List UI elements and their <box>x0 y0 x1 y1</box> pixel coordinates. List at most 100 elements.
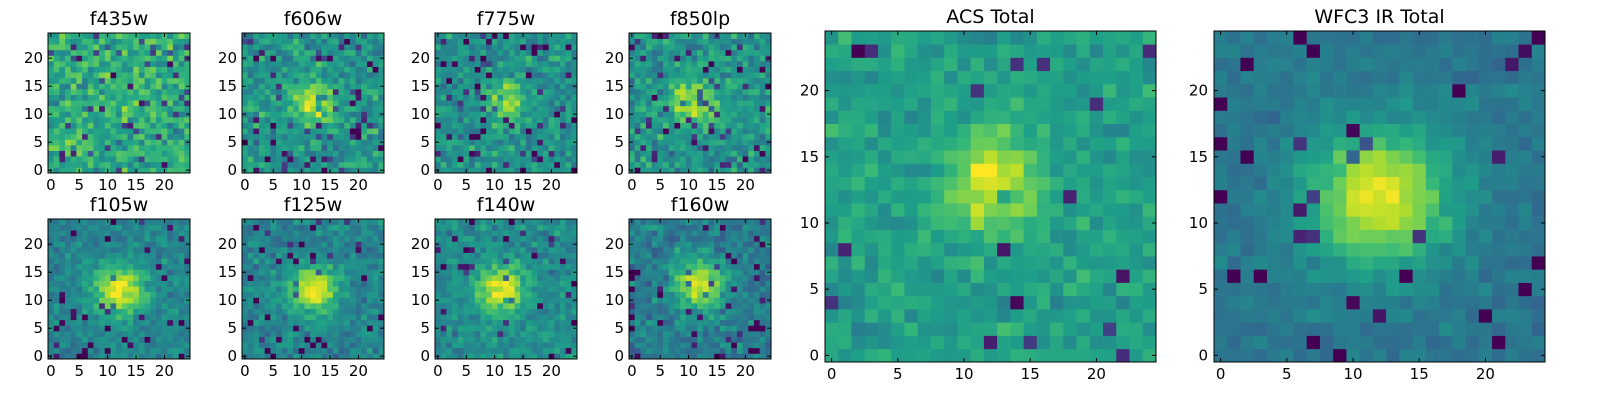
heatmap-cell <box>264 33 271 39</box>
heatmap-cell <box>82 83 89 90</box>
heatmap-cell <box>184 258 191 265</box>
heatmap-cell <box>463 347 470 354</box>
heatmap-cell <box>691 275 698 281</box>
heatmap-cell <box>463 258 470 265</box>
heatmap-cell <box>697 94 704 101</box>
heatmap-cell <box>765 314 772 321</box>
heatmap-cell <box>508 72 515 79</box>
heatmap-cell <box>491 280 498 287</box>
heatmap-cell <box>668 325 675 332</box>
heatmap-cell <box>361 347 368 354</box>
heatmap-cell <box>104 105 111 112</box>
heatmap-cell <box>691 139 698 146</box>
heatmap-cell <box>531 72 538 79</box>
heatmap-cell <box>99 275 106 281</box>
heatmap-cell <box>663 128 670 135</box>
heatmap-cell <box>76 100 83 107</box>
y-tick-label: 20 <box>605 49 624 67</box>
heatmap-cell <box>491 89 498 95</box>
heatmap-cell <box>355 319 362 326</box>
heatmap-cell <box>293 122 300 129</box>
heatmap-cell <box>104 286 111 293</box>
heatmap-cell <box>469 167 476 174</box>
heatmap-cell <box>514 77 521 84</box>
heatmap-cell <box>378 280 385 287</box>
heatmap-cell <box>719 161 726 168</box>
heatmap-cell <box>742 94 749 101</box>
heatmap-cell <box>87 111 94 118</box>
heatmap-cell <box>446 263 453 270</box>
heatmap-cell <box>138 291 145 298</box>
heatmap-cell <box>349 325 356 332</box>
heatmap-cell <box>338 66 345 73</box>
heatmap-cell <box>503 297 510 304</box>
heatmap-cell <box>310 139 317 146</box>
heatmap-cell <box>172 49 179 56</box>
heatmap-cell <box>651 319 658 326</box>
heatmap-cell <box>668 303 675 309</box>
heatmap-cell <box>321 122 328 129</box>
heatmap-cell <box>463 111 470 118</box>
heatmap-cell <box>138 128 145 135</box>
heatmap-cell <box>531 167 538 174</box>
heatmap-cell <box>753 336 760 343</box>
heatmap-cell <box>435 258 442 265</box>
heatmap-cell <box>65 319 72 326</box>
heatmap-cell <box>327 230 334 237</box>
heatmap-cell <box>65 252 72 259</box>
heatmap-cell <box>469 38 476 45</box>
heatmap-cell <box>264 83 271 90</box>
heatmap-cell <box>663 269 670 276</box>
heatmap-cell <box>121 331 128 337</box>
heatmap-cell <box>264 291 271 298</box>
heatmap-cell <box>435 347 442 354</box>
heatmap-cell <box>65 117 72 123</box>
heatmap-cell <box>264 347 271 354</box>
heatmap-cell <box>144 224 151 231</box>
heatmap-cell <box>497 38 504 45</box>
heatmap-cell <box>646 331 653 337</box>
heatmap-cell <box>99 133 106 140</box>
heatmap-cell <box>315 314 322 321</box>
heatmap-cell <box>657 286 664 293</box>
heatmap-cell <box>93 263 100 270</box>
heatmap-cell <box>287 342 294 349</box>
heatmap-cell <box>525 347 532 354</box>
heatmap-cell <box>315 128 322 135</box>
heatmap-cell <box>736 336 743 343</box>
heatmap-cell <box>144 100 151 107</box>
heatmap-cell <box>315 145 322 151</box>
heatmap-cell <box>440 269 447 276</box>
heatmap-cell <box>93 252 100 259</box>
heatmap-cell <box>469 122 476 129</box>
heatmap-cell <box>104 94 111 101</box>
heatmap-cell <box>691 297 698 304</box>
x-tick-label: 10 <box>679 176 698 194</box>
heatmap-cell <box>474 280 481 287</box>
heatmap-cell <box>708 286 715 293</box>
heatmap-cells <box>629 219 772 360</box>
heatmap-cell <box>270 269 277 276</box>
heatmap-cell <box>327 111 334 118</box>
heatmap-cell <box>674 38 681 45</box>
heatmap-cell <box>372 331 379 337</box>
heatmap-cell <box>293 83 300 90</box>
heatmap-cell <box>82 33 89 39</box>
heatmap-cell <box>53 224 60 231</box>
heatmap-cell <box>708 61 715 67</box>
heatmap-cell <box>435 128 442 135</box>
heatmap-cell <box>514 235 521 242</box>
heatmap-cell <box>440 94 447 101</box>
heatmap-cell <box>87 94 94 101</box>
heatmap-cell <box>53 241 60 248</box>
heatmap-cell <box>53 235 60 242</box>
heatmap-cell <box>276 89 283 95</box>
heatmap-cell <box>559 342 566 349</box>
heatmap-cell <box>435 308 442 315</box>
heatmap-cell <box>378 61 385 67</box>
heatmap-cell <box>167 145 174 151</box>
heatmap-cell <box>161 89 168 95</box>
heatmap-cell <box>144 252 151 259</box>
heatmap-cell <box>753 353 760 360</box>
heatmap-cell <box>565 89 572 95</box>
